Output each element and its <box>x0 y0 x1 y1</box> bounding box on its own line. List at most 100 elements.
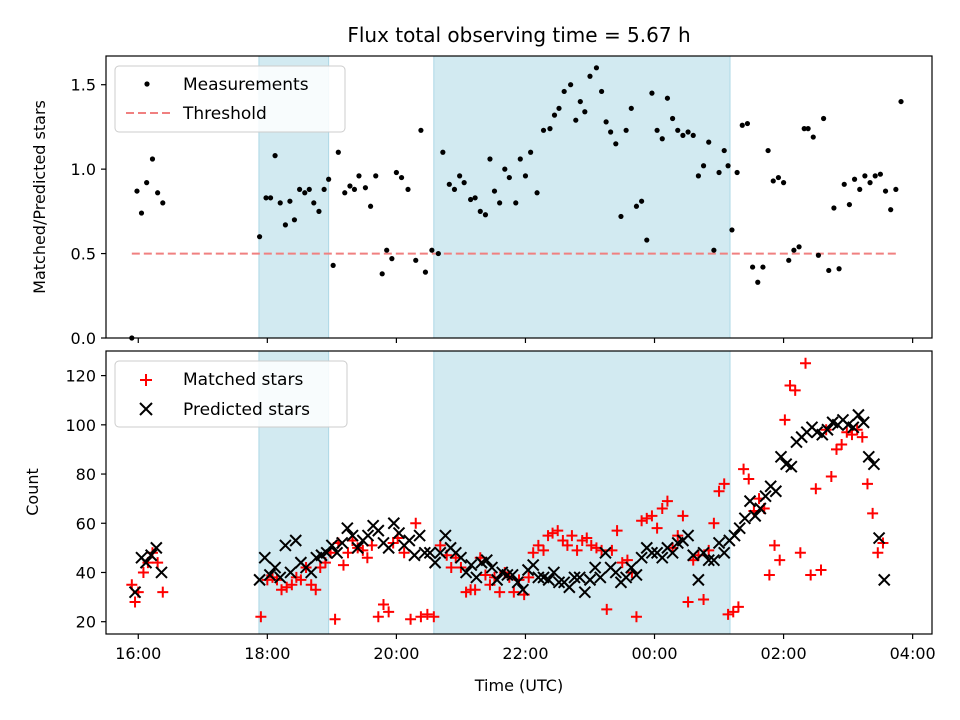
matched-star-point <box>611 525 623 537</box>
measurement-point <box>675 127 681 133</box>
measurement-point <box>440 149 446 155</box>
measurement-point <box>729 227 735 233</box>
bottom-axes-frame <box>105 350 933 635</box>
measurement-point <box>765 147 771 154</box>
measurement-point <box>134 188 140 194</box>
predicted-star-point <box>480 553 493 567</box>
measurement-point <box>547 126 553 132</box>
predicted-star-point <box>847 421 860 434</box>
matched-star-point <box>255 611 267 623</box>
predicted-star-point <box>454 551 468 564</box>
legend-threshold-label: Threshold <box>182 104 267 124</box>
bottom-y-tick-label: 20 <box>76 613 96 632</box>
predicted-star-point <box>733 521 746 535</box>
measurement-point <box>435 250 441 257</box>
measurement-point <box>272 153 278 159</box>
measurement-point <box>593 65 600 71</box>
matched-star-point <box>276 584 288 596</box>
measurement-point <box>398 174 405 181</box>
measurement-point <box>326 176 332 182</box>
matched-star-point <box>682 596 694 608</box>
predicted-star-point <box>712 536 726 550</box>
measurement-point <box>628 105 634 111</box>
measurement-point <box>373 173 379 179</box>
measurement-point <box>744 120 751 127</box>
measurement-point <box>446 181 452 187</box>
measurement-point <box>801 126 807 132</box>
measurement-point <box>780 180 787 186</box>
matched-star-point <box>421 608 433 620</box>
measurement-point <box>831 205 837 211</box>
predicted-star-point <box>681 529 695 542</box>
measurement-point <box>517 156 523 162</box>
measurement-point <box>613 141 619 147</box>
matched-star-point <box>727 606 739 618</box>
predicted-star-point <box>702 553 715 567</box>
matched-star-point <box>428 611 440 623</box>
measurement-point <box>810 134 816 140</box>
top-y-axis-label: Matched/Predicted stars <box>30 100 49 294</box>
legend-measurements-label: Measurements <box>183 75 309 95</box>
measurement-point <box>263 195 269 201</box>
matched-star-point <box>484 579 496 591</box>
measurement-point <box>734 169 740 176</box>
predicted-star-point <box>268 561 282 574</box>
matched-star-point <box>561 539 573 551</box>
measurement-point <box>457 173 463 179</box>
measurement-point <box>413 257 419 263</box>
top-legend: Measurements Threshold <box>114 65 346 133</box>
matched-star-point <box>774 554 786 566</box>
matched-star-point <box>434 539 446 551</box>
measurement-point <box>882 188 889 194</box>
measurement-point <box>306 186 312 193</box>
predicted-star-point <box>516 583 530 596</box>
predicted-star-point <box>346 529 359 542</box>
measurement-point <box>160 200 166 206</box>
predicted-star-point <box>382 541 395 555</box>
predicted-star-point <box>547 566 561 579</box>
measurement-point <box>144 180 150 186</box>
predicted-star-point <box>418 546 431 559</box>
top-panel: 0.0 0.5 1.0 1.5 Matched/Predicted stars Mea… <box>30 55 933 348</box>
matched-star-point <box>784 379 796 391</box>
matched-star-point <box>137 566 149 578</box>
predicted-star-point <box>769 485 783 498</box>
x-tick-label: 16:00 <box>115 644 161 663</box>
measurement-point <box>582 109 588 115</box>
predicted-star-point <box>155 566 168 579</box>
measurement-point <box>851 176 858 182</box>
x-axis-label: Time (UTC) <box>474 676 563 695</box>
matched-star-point <box>157 586 169 598</box>
measurement-point <box>608 129 614 135</box>
matched-star-point <box>585 539 597 551</box>
predicted-star-point <box>573 571 586 584</box>
predicted-star-point <box>718 546 731 559</box>
predicted-star-point <box>785 460 798 473</box>
measurement-point <box>534 190 540 196</box>
predicted-star-point <box>139 556 153 569</box>
predicted-star-point <box>578 585 592 599</box>
measurement-point <box>351 186 358 193</box>
measurement-point <box>603 119 609 125</box>
measurement-point <box>429 247 435 253</box>
measurement-point <box>846 201 853 208</box>
predicted-star-point <box>738 512 752 525</box>
measurement-point <box>815 252 822 258</box>
predicted-star-point <box>552 576 566 589</box>
predicted-star-point <box>743 494 757 508</box>
predicted-star-point <box>511 576 524 589</box>
legend-predicted-label: Predicted stars <box>183 400 310 420</box>
predicted-star-point <box>609 566 623 579</box>
predicted-star-point <box>263 568 277 582</box>
predicted-star-point <box>413 529 426 542</box>
matched-star-point <box>479 569 491 581</box>
legend-measurement-marker <box>144 81 150 87</box>
predicted-star-point <box>320 546 333 559</box>
measurement-point <box>477 208 483 214</box>
measurement-point <box>497 200 503 206</box>
bottom-legend-frame <box>114 360 348 428</box>
predicted-star-point <box>872 531 886 545</box>
matched-star-point <box>856 431 868 443</box>
matched-star-point <box>779 414 791 426</box>
